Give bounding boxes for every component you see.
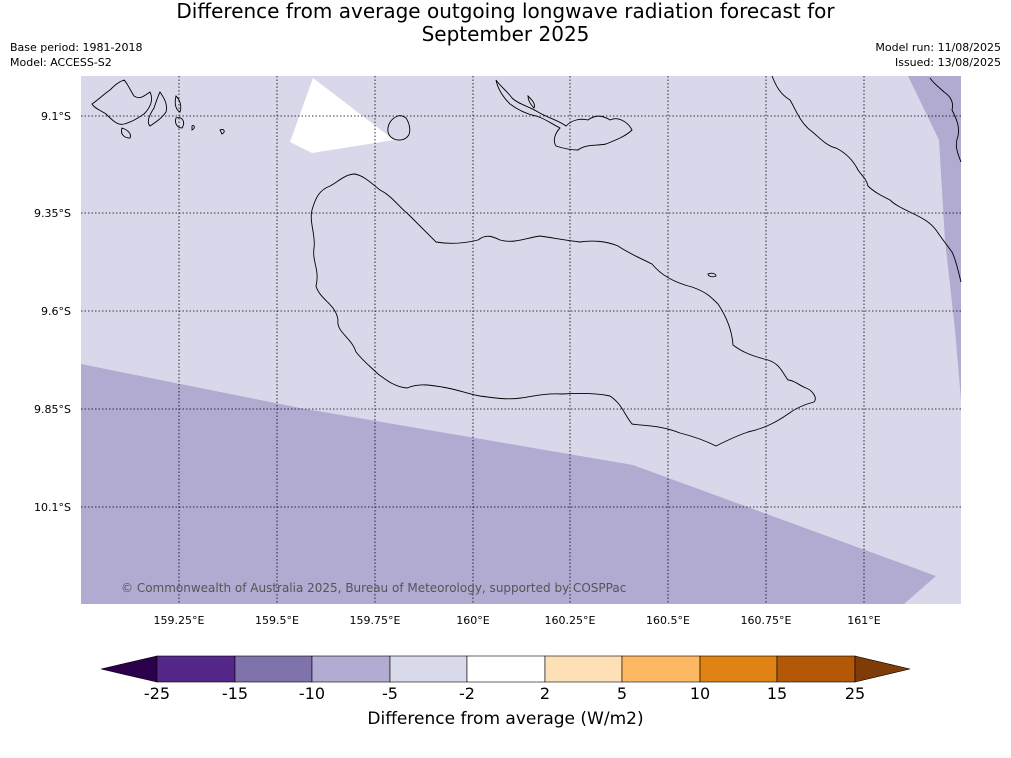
colorbar-tick: -25: [144, 684, 170, 703]
colorbar-swatch: [699, 655, 778, 683]
coastline-malaita: [771, 75, 962, 283]
lat-label: 9.1°S: [41, 110, 71, 123]
lon-label: 159.75°E: [350, 614, 401, 627]
colorbar-swatch: [621, 655, 701, 683]
colorbar-tick: 15: [767, 684, 787, 703]
colorbar-tick: -10: [299, 684, 325, 703]
coastline-small-islet: [707, 272, 717, 278]
latitude-labels: 9.1°S 9.35°S 9.6°S 9.85°S 10.1°S: [34, 110, 71, 514]
lon-label: 160.25°E: [545, 614, 596, 627]
colorbar-tick: -5: [382, 684, 398, 703]
colorbar-swatch: [466, 655, 546, 683]
colorbar-tick: 25: [845, 684, 865, 703]
lon-label: 161°E: [847, 614, 880, 627]
coastline-guadalcanal: [310, 173, 816, 447]
colorbar-extend-low: [100, 655, 158, 683]
issued-text: Issued: 13/08/2025: [894, 56, 1001, 69]
lat-label: 9.35°S: [34, 207, 71, 220]
map-figure: 9.1°S 9.35°S 9.6°S 9.85°S 10.1°S 159.25°…: [34, 75, 962, 627]
chart-title-line-2: September 2025: [421, 22, 590, 46]
coastline-florida-islands: [495, 79, 633, 151]
model-text: Model: ACCESS-S2: [10, 56, 112, 69]
coastline-russell-islands: [91, 79, 225, 139]
base-period-text: Base period: 1981-2018: [10, 41, 143, 54]
chart-title-line-1: Difference from average outgoing longwav…: [176, 0, 835, 23]
colorbar-tick-labels: -25 -15 -10 -5 -2 2 5 10 15 25: [144, 684, 865, 703]
colorbar-swatch: [776, 655, 856, 683]
coastline-savo-island: [387, 115, 411, 141]
colorbar-extend-high: [854, 655, 911, 683]
anomaly-region-neutral: [290, 78, 394, 153]
model-run-text: Model run: 11/08/2025: [875, 41, 1001, 54]
colorbar-tick: 5: [617, 684, 627, 703]
anomaly-region-minus10-southwest: [81, 364, 936, 604]
graticule: [81, 76, 961, 604]
colorbar-tick: -15: [222, 684, 248, 703]
map-panel: 9.1°S 9.35°S 9.6°S 9.85°S 10.1°S 159.25°…: [34, 75, 962, 627]
colorbar-swatch: [234, 655, 313, 683]
metadata-left: Base period: 1981-2018 Model: ACCESS-S2: [10, 40, 142, 70]
colorbar-swatch: [311, 655, 391, 683]
coastlines: [91, 75, 962, 447]
lon-label: 160°E: [456, 614, 489, 627]
colorbar-swatch: [156, 655, 236, 683]
chart-title: Difference from average outgoing longwav…: [0, 0, 1011, 46]
lon-label: 160.5°E: [646, 614, 690, 627]
lat-label: 9.85°S: [34, 403, 71, 416]
longitude-labels: 159.25°E 159.5°E 159.75°E 160°E 160.25°E…: [154, 614, 881, 627]
colorbar-swatches: [100, 655, 911, 683]
colorbar-tick: 2: [540, 684, 550, 703]
anomaly-region-minus10-east: [908, 76, 961, 400]
lon-label: 159.25°E: [154, 614, 205, 627]
lat-label: 9.6°S: [41, 305, 71, 318]
lon-label: 159.5°E: [255, 614, 299, 627]
colorbar-tick: 10: [690, 684, 710, 703]
copyright-notice: © Commonwealth of Australia 2025, Bureau…: [121, 581, 626, 595]
colorbar-title: Difference from average (W/m2): [367, 709, 644, 729]
colorbar-tick: -2: [459, 684, 475, 703]
metadata-right: Model run: 11/08/2025 Issued: 13/08/2025: [875, 40, 1001, 70]
colorbar-swatch: [544, 655, 623, 683]
lat-label: 10.1°S: [34, 501, 71, 514]
lon-label: 160.75°E: [741, 614, 792, 627]
coastline-malaita-east: [929, 77, 962, 163]
colorbar-swatch: [389, 655, 468, 683]
